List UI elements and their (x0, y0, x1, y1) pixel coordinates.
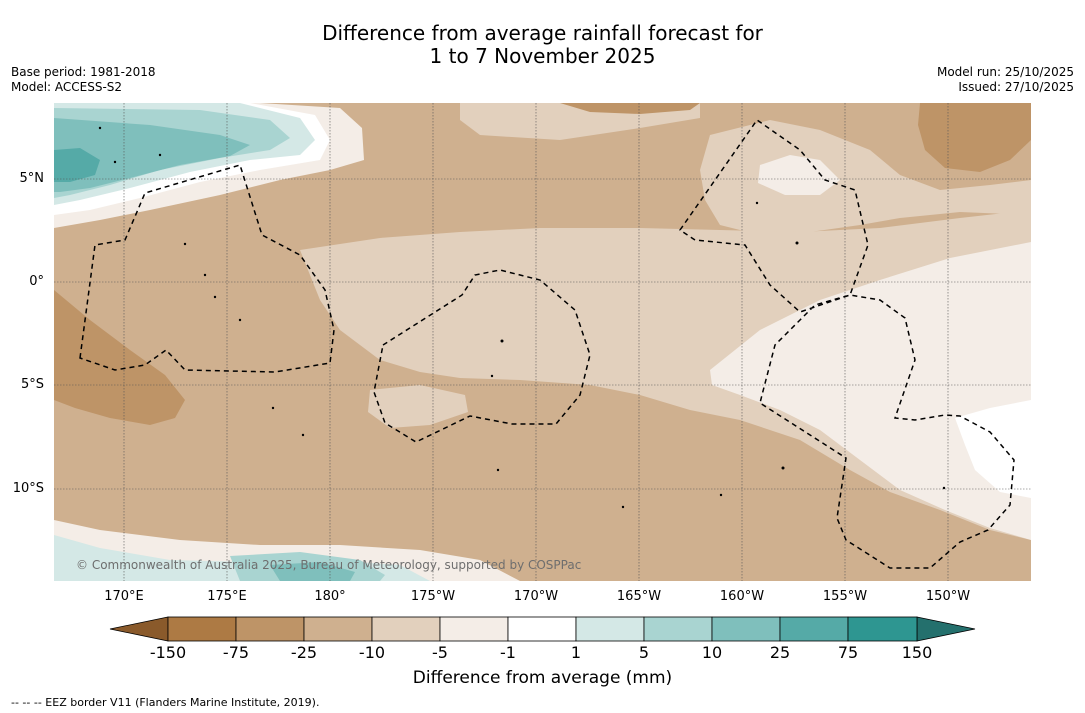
colorbar-bin (303, 616, 373, 642)
eez-footnote: -- -- -- EEZ border V11 (Flanders Marine… (11, 696, 320, 709)
colorbar-tick: -5 (432, 643, 448, 662)
anomaly-field-near-zero (955, 400, 1031, 498)
island-dot (183, 242, 187, 246)
colorbar-bin (439, 616, 509, 642)
island-dot (795, 241, 799, 245)
colorbar-bin (575, 616, 645, 642)
copyright-notice: © Commonwealth of Australia 2025, Bureau… (76, 558, 582, 572)
colorbar-bin (235, 616, 305, 642)
lat-label-10s: 10°S (12, 481, 44, 496)
islands (98, 126, 946, 509)
chart-title: Difference from average rainfall forecas… (0, 22, 1085, 68)
lon-label-175e: 175°E (207, 589, 247, 604)
island-dot (719, 493, 723, 497)
lon-label-175w: 175°W (410, 589, 456, 604)
lat-label-5s: 5°S (20, 377, 44, 392)
colorbar-tick: -25 (290, 643, 318, 662)
eez-east (678, 118, 1015, 569)
anomaly-field-plus10-nw (54, 118, 250, 192)
island-dot (500, 339, 504, 343)
eez-west (79, 164, 335, 373)
island-dot (755, 201, 759, 205)
island-dot (158, 153, 162, 157)
colorbar-bin (711, 616, 781, 642)
anomaly-field-minus10-islet (368, 385, 468, 428)
island-dot (942, 486, 946, 490)
colorbar-extend-min (109, 616, 169, 642)
issued-date: Issued: 27/10/2025 (958, 80, 1074, 94)
lat-label-5n: 5°N (19, 171, 45, 186)
base-period: Base period: 1981-2018 (11, 65, 156, 79)
colorbar-tick: -75 (222, 643, 250, 662)
island-dot (98, 126, 102, 130)
eez-central (373, 269, 591, 443)
colorbar-bin (847, 616, 918, 642)
meta-right: Model run: 25/10/2025 Issued: 27/10/2025 (937, 65, 1074, 95)
lon-label-160w: 160°W (719, 589, 765, 604)
colorbar-tick: 5 (638, 643, 650, 662)
anomaly-field-minus75-north (560, 103, 700, 114)
colorbar-bin (779, 616, 849, 642)
lon-label-180: 180° (314, 589, 346, 604)
title-line-2: 1 to 7 November 2025 (429, 44, 656, 68)
island-dot (213, 295, 217, 299)
island-dot (238, 318, 242, 322)
island-dot (301, 433, 305, 437)
island-dot (490, 374, 494, 378)
anomaly-field-minus5-east (710, 242, 1031, 540)
colorbar-tick: -1 (500, 643, 516, 662)
lon-label-170e: 170°E (104, 589, 144, 604)
eez-borders (79, 118, 1015, 569)
colorbar-tick: 150 (901, 643, 933, 662)
anomaly-field-minus5-ne (758, 155, 840, 195)
colorbar-tick: 10 (701, 643, 723, 662)
lat-label-0: 0° (29, 274, 44, 289)
colorbar-tick: -150 (149, 643, 187, 662)
anomaly-field-minus75-west (54, 290, 185, 425)
anomaly-field-plus25-nw (54, 148, 100, 182)
colorbar-bin (643, 616, 713, 642)
colorbar-extend-max (916, 616, 976, 642)
map-fields (54, 103, 1031, 581)
lon-label-170w: 170°W (513, 589, 559, 604)
island-dot (113, 160, 117, 164)
colorbar-bin (507, 616, 577, 642)
lon-label-150w: 150°W (925, 589, 971, 604)
colorbar-tick: 25 (769, 643, 791, 662)
island-dot (496, 468, 500, 472)
meta-left: Base period: 1981-2018 Model: ACCESS-S2 (11, 65, 156, 95)
model-run: Model run: 25/10/2025 (936, 65, 1074, 79)
graticule (54, 103, 1031, 581)
island-dot (781, 466, 785, 470)
colorbar (109, 616, 976, 642)
colorbar-title: Difference from average (mm) (412, 668, 673, 688)
lon-label-165w: 165°W (616, 589, 662, 604)
island-dot (203, 273, 207, 277)
island-dot (621, 505, 625, 509)
colorbar-tick: -10 (358, 643, 386, 662)
lon-label-155w: 155°W (822, 589, 868, 604)
model-name: Model: ACCESS-S2 (11, 80, 123, 94)
anomaly-field-minus75-ne (918, 103, 1031, 172)
colorbar-tick: 75 (837, 643, 859, 662)
anomaly-field-plus10-south (270, 562, 355, 581)
title-line-1: Difference from average rainfall forecas… (322, 21, 763, 45)
island-dot (271, 406, 275, 410)
colorbar-bin (167, 616, 237, 642)
colorbar-tick: 1 (570, 643, 582, 662)
colorbar-bin (371, 616, 441, 642)
